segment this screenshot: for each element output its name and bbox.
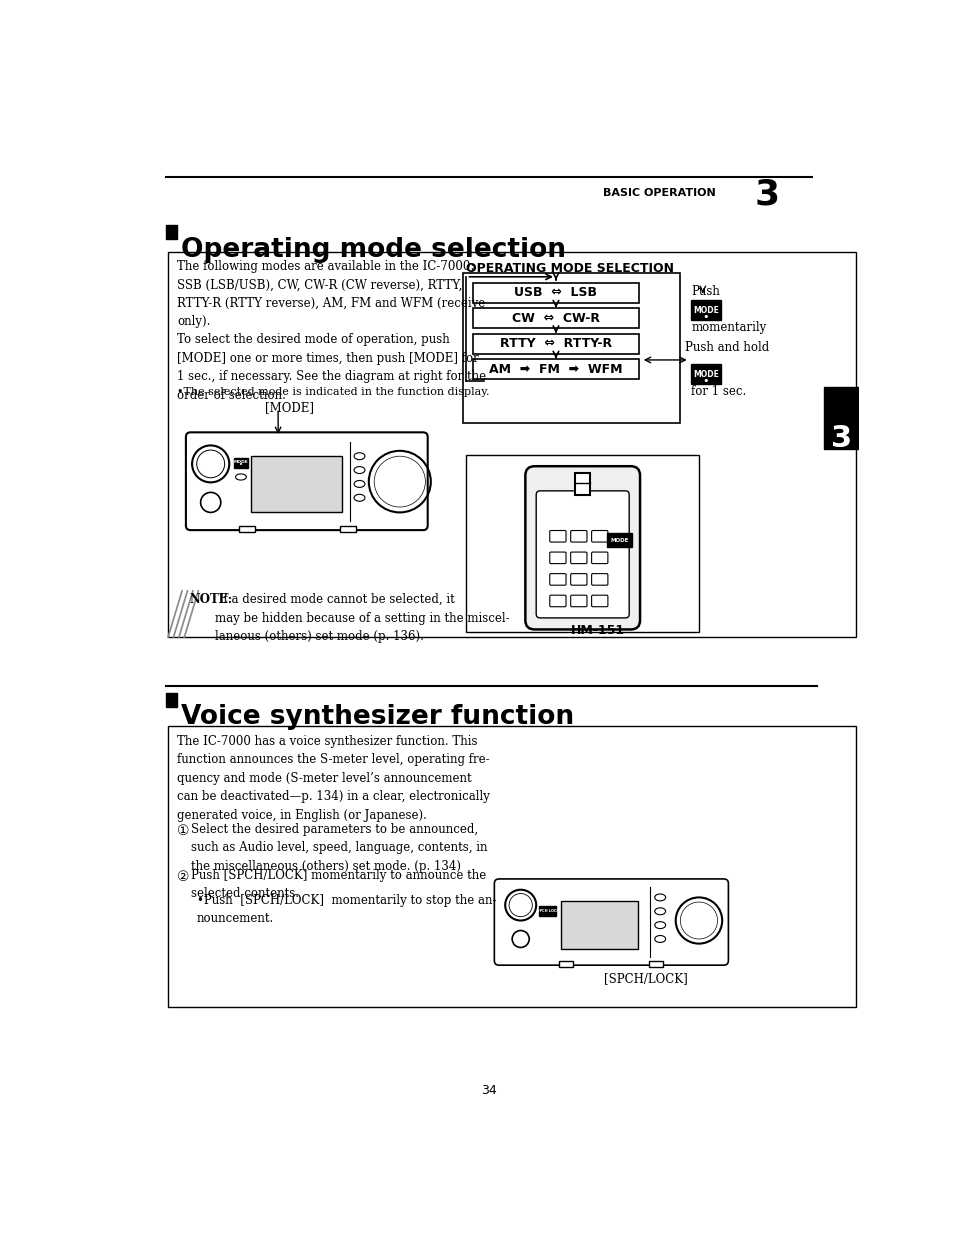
Bar [472, 283, 639, 303]
Text: CW  ⇔  CW-R: CW ⇔ CW-R [512, 312, 599, 325]
Text: momentarily: momentarily [691, 321, 765, 335]
Bar [462, 273, 679, 424]
Text: To select the desired mode of operation, push
[MODE] one or more times, then pus: To select the desired mode of operation,… [177, 333, 486, 401]
FancyBboxPatch shape [591, 595, 607, 606]
Bar [823, 387, 858, 448]
Bar [538, 906, 556, 916]
Text: BASIC OPERATION: BASIC OPERATION [602, 188, 716, 198]
Bar [691, 300, 720, 320]
FancyBboxPatch shape [549, 595, 565, 606]
Text: [MODE]: [MODE] [265, 401, 314, 414]
Text: OPERATING MODE SELECTION: OPERATING MODE SELECTION [466, 262, 674, 275]
Text: Operating mode selection: Operating mode selection [181, 237, 566, 263]
Text: MODE: MODE [692, 306, 719, 315]
Text: The IC-7000 has a voice synthesizer function. This
function announces the S-mete: The IC-7000 has a voice synthesizer func… [177, 735, 490, 823]
Text: MODE: MODE [692, 370, 719, 379]
Text: •: • [702, 311, 708, 322]
Bar [233, 458, 248, 468]
Bar [168, 726, 855, 1007]
Text: If a desired mode cannot be selected, it
may be hidden because of a setting in t: If a desired mode cannot be selected, it… [215, 593, 510, 643]
Bar [560, 902, 638, 948]
FancyBboxPatch shape [570, 595, 586, 606]
Bar [472, 309, 639, 329]
Bar [466, 454, 699, 632]
FancyBboxPatch shape [549, 573, 565, 585]
FancyBboxPatch shape [186, 432, 427, 530]
FancyBboxPatch shape [570, 531, 586, 542]
Text: The following modes are available in the IC-7000:
SSB (LSB/USB), CW, CW-R (CW re: The following modes are available in the… [177, 259, 485, 329]
Text: MODE: MODE [233, 459, 248, 463]
Text: RTTY  ⇔  RTTY-R: RTTY ⇔ RTTY-R [499, 337, 612, 351]
Text: •Push  [SPCH/LOCK]  momentarily to stop the an-
nouncement.: •Push [SPCH/LOCK] momentarily to stop th… [196, 894, 496, 925]
FancyBboxPatch shape [591, 573, 607, 585]
Bar [558, 961, 573, 967]
Text: Push and hold: Push and hold [684, 341, 768, 353]
Text: 34: 34 [480, 1084, 497, 1097]
Text: •: • [702, 375, 708, 385]
Bar [691, 364, 720, 384]
Text: ②: ② [177, 871, 190, 884]
FancyBboxPatch shape [525, 466, 639, 630]
FancyBboxPatch shape [549, 531, 565, 542]
Text: for 1 sec.: for 1 sec. [691, 385, 745, 399]
Text: •: • [238, 462, 243, 468]
Bar [575, 473, 590, 495]
Bar [472, 333, 639, 353]
Text: ①: ① [177, 824, 190, 839]
Bar [168, 252, 855, 637]
FancyBboxPatch shape [494, 879, 728, 966]
FancyBboxPatch shape [591, 531, 607, 542]
FancyBboxPatch shape [591, 552, 607, 563]
FancyBboxPatch shape [570, 552, 586, 563]
Text: [SPCH/LOCK]: [SPCH/LOCK] [604, 972, 687, 986]
Bar [251, 456, 342, 511]
Text: 3: 3 [830, 424, 851, 453]
Text: Voice synthesizer function: Voice synthesizer function [181, 704, 574, 730]
Text: 3: 3 [754, 178, 779, 211]
Text: NOTE:: NOTE: [189, 593, 232, 606]
Text: USB  ⇔  LSB: USB ⇔ LSB [514, 287, 597, 299]
Text: •The selected mode is indicated in the function display.: •The selected mode is indicated in the f… [177, 387, 489, 396]
Bar [648, 961, 661, 967]
Text: MODE: MODE [610, 537, 628, 542]
Text: SPCH LOCK: SPCH LOCK [537, 909, 558, 913]
FancyBboxPatch shape [536, 490, 629, 618]
Bar [166, 225, 176, 240]
FancyBboxPatch shape [570, 573, 586, 585]
Bar [472, 359, 639, 379]
Text: Push: Push [691, 285, 720, 299]
Bar [340, 526, 355, 532]
Bar [607, 534, 632, 547]
Text: HM-151: HM-151 [571, 624, 624, 637]
Text: Select the desired parameters to be announced,
such as Audio level, speed, langu: Select the desired parameters to be anno… [192, 823, 487, 873]
Text: AM  ➡  FM  ➡  WFM: AM ➡ FM ➡ WFM [489, 363, 622, 375]
Bar [239, 526, 254, 532]
Bar [166, 693, 176, 708]
Text: Push [SPCH/LOCK] momentarily to announce the
selected contents.: Push [SPCH/LOCK] momentarily to announce… [192, 869, 486, 900]
FancyBboxPatch shape [549, 552, 565, 563]
